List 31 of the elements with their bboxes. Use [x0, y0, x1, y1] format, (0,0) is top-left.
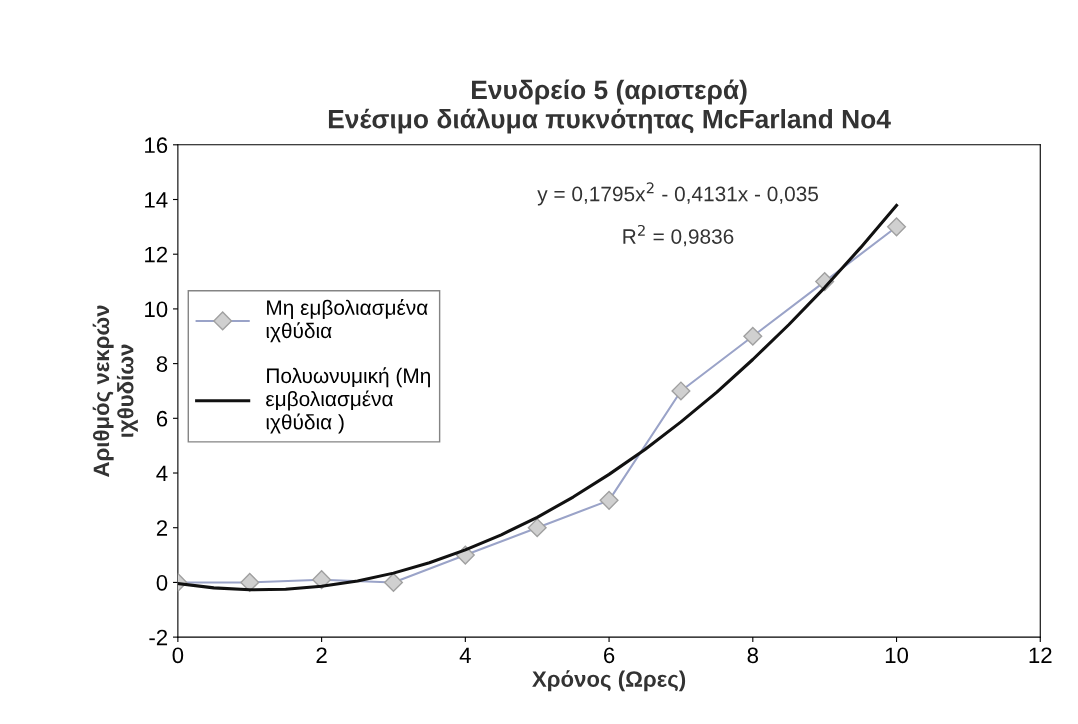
x-tick-label: 0 [172, 647, 184, 664]
point [383, 572, 404, 592]
y-axis-title: Αριθμός νεκρών ιχθυδίων [92, 305, 138, 477]
x-tick-label: 12 [1029, 647, 1052, 663]
point [527, 518, 547, 538]
y-tick-label: 8 [156, 356, 168, 372]
x-axis-title: Χρόνος (Ωρες) [532, 670, 686, 692]
point [743, 326, 763, 346]
annotation: R$^{2}$ = 0,9836 [623, 224, 734, 247]
legend-label: Πολυωνυμική (Μη εμβολιασμένα ιχθύδια ) [266, 367, 430, 434]
x-tick-label: 10 [885, 647, 909, 664]
y-tick-label: 14 [145, 192, 168, 208]
y-tick-label: 0 [156, 574, 168, 591]
y-tick-label: 6 [156, 410, 168, 427]
point [240, 572, 260, 592]
annotation: y = 0,1795x$^{2}$ - 0,4131x - 0,035 [537, 182, 818, 206]
x-tick-label: 8 [747, 647, 759, 664]
x-tick-label: 6 [604, 647, 615, 664]
point [599, 490, 619, 510]
y-tick-label: 12 [145, 246, 168, 263]
y-tick-label: 10 [145, 301, 168, 318]
point [671, 381, 691, 401]
legend-label: Μη εμβολιασμένα ιχθύδια [266, 299, 428, 343]
chart-title: Ενυδρείο 5 (αριστερά) Ενέσιμο διάλυμα πυκνότητας McFarland No4 [328, 79, 891, 134]
point [887, 217, 907, 237]
y-tick-label: 4 [156, 465, 168, 482]
x-tick-label: 4 [459, 647, 471, 663]
y-tick-label: 16 [145, 137, 168, 154]
y-tick-label: 2 [156, 520, 168, 536]
y-tick-label: -2 [149, 629, 168, 646]
x-tick-label: 2 [316, 647, 327, 663]
